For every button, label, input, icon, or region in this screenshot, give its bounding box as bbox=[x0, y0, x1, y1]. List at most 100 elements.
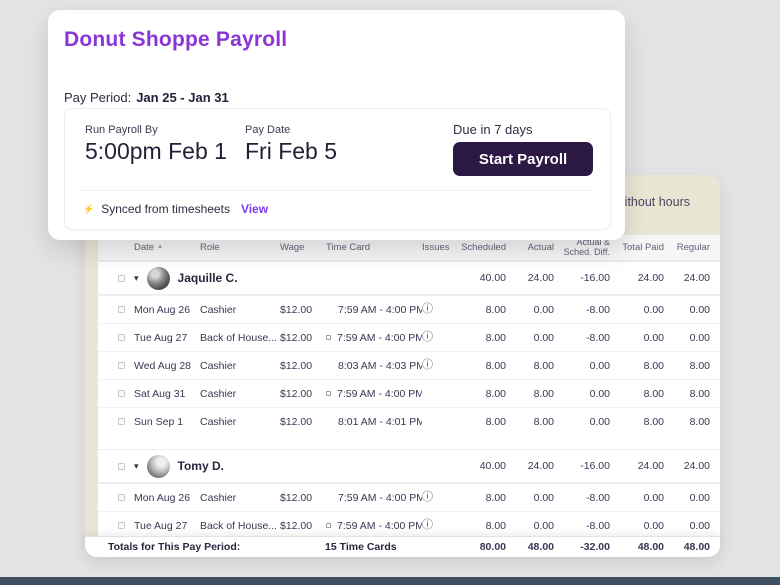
row-checkbox[interactable] bbox=[117, 334, 125, 341]
cell-wage: $12.00 bbox=[280, 387, 313, 400]
note-icon bbox=[326, 522, 331, 528]
summary-diff: -16.00 bbox=[580, 272, 610, 284]
totals-scheduled: 80.00 bbox=[479, 541, 506, 553]
cell-role: Cashier bbox=[200, 359, 237, 372]
col-header-wage[interactable]: Wage bbox=[280, 242, 305, 253]
cell-diff: 0.00 bbox=[589, 415, 610, 428]
cell-wage: $12.00 bbox=[280, 519, 313, 532]
employee-header[interactable]: ▾ Jaquille C. bbox=[134, 266, 454, 290]
row-checkbox[interactable] bbox=[117, 274, 125, 282]
cell-date: Sat Aug 31 bbox=[134, 387, 186, 400]
caret-down-icon[interactable]: ▾ bbox=[134, 272, 139, 283]
col-header-date[interactable]: Date ▲ bbox=[134, 242, 164, 253]
pay-period: Pay Period: Jan 25 - Jan 31 bbox=[64, 90, 229, 105]
summary-scheduled: 40.00 bbox=[479, 460, 506, 472]
note-icon bbox=[326, 334, 331, 340]
avatar bbox=[146, 266, 170, 290]
summary-diff: -16.00 bbox=[580, 460, 610, 472]
cell-scheduled: 8.00 bbox=[485, 415, 506, 428]
employee-header[interactable]: ▾ Tomy D. bbox=[134, 454, 454, 478]
col-header-time-card[interactable]: Time Card bbox=[326, 242, 370, 253]
table-row: Tue Aug 27 Back of House... $12.00 7:59 … bbox=[98, 323, 720, 351]
start-payroll-button[interactable]: Start Payroll bbox=[453, 142, 593, 176]
employee-group-row: ▾ Tomy D. 40.00 24.00 -16.00 24.00 24.00 bbox=[98, 449, 720, 483]
cell-regular: 0.00 bbox=[689, 331, 710, 344]
cell-wage: $12.00 bbox=[280, 331, 313, 344]
row-checkbox[interactable] bbox=[117, 494, 125, 501]
cell-diff: -8.00 bbox=[586, 491, 610, 504]
totals-time-cards: 15 Time Cards bbox=[325, 541, 397, 553]
cell-date: Mon Aug 26 bbox=[134, 491, 191, 504]
col-header-scheduled[interactable]: Scheduled bbox=[461, 242, 506, 253]
cell-diff: -8.00 bbox=[586, 331, 610, 344]
cell-actual: 8.00 bbox=[533, 387, 554, 400]
row-checkbox[interactable] bbox=[117, 306, 125, 313]
cell-scheduled: 8.00 bbox=[485, 491, 506, 504]
row-checkbox[interactable] bbox=[117, 390, 125, 397]
avatar bbox=[146, 454, 170, 478]
employee-group-row: ▾ Jaquille C. 40.00 24.00 -16.00 24.00 2… bbox=[98, 261, 720, 295]
cell-role: Cashier bbox=[200, 303, 237, 316]
payroll-card: Donut Shoppe Payroll Pay Period: Jan 25 -… bbox=[48, 10, 625, 240]
cell-wage: $12.00 bbox=[280, 359, 313, 372]
cell-regular: 8.00 bbox=[689, 359, 710, 372]
page-title: Donut Shoppe Payroll bbox=[64, 28, 288, 51]
table-row: Tue Aug 27 Back of House... $12.00 7:59 … bbox=[98, 511, 720, 539]
totals-row: Totals for This Pay Period: 15 Time Card… bbox=[85, 536, 720, 557]
table-row: Wed Aug 28 Cashier $12.00 8:03 AM - 4:03… bbox=[98, 351, 720, 379]
summary-total-paid: 24.00 bbox=[637, 460, 664, 472]
employee-name: Jaquille C. bbox=[177, 271, 238, 285]
col-header-regular[interactable]: Regular bbox=[676, 242, 710, 253]
view-link[interactable]: View bbox=[240, 202, 269, 216]
row-checkbox[interactable] bbox=[117, 362, 125, 369]
cell-wage: $12.00 bbox=[280, 415, 313, 428]
totals-label: Totals for This Pay Period: bbox=[108, 541, 241, 553]
cell-total-paid: 0.00 bbox=[643, 491, 664, 504]
caret-down-icon[interactable]: ▾ bbox=[134, 460, 139, 471]
cell-total-paid: 0.00 bbox=[643, 331, 664, 344]
cell-diff: -8.00 bbox=[586, 303, 610, 316]
col-header-diff[interactable]: Actual & Sched. Diff. bbox=[563, 236, 610, 257]
pay-date-label: Pay Date bbox=[245, 124, 291, 136]
info-icon[interactable]: ⓘ bbox=[422, 303, 433, 315]
cell-date: Mon Aug 26 bbox=[134, 303, 191, 316]
summary-regular: 24.00 bbox=[683, 460, 710, 472]
cell-diff: 0.00 bbox=[589, 359, 610, 372]
row-checkbox[interactable] bbox=[117, 418, 125, 425]
group-gap bbox=[98, 435, 720, 449]
cell-scheduled: 8.00 bbox=[485, 387, 506, 400]
info-icon[interactable]: ⓘ bbox=[422, 519, 433, 531]
cell-role: Back of House... bbox=[200, 331, 278, 344]
info-icon[interactable]: ⓘ bbox=[422, 359, 433, 371]
cell-date: Sun Sep 1 bbox=[134, 415, 184, 428]
col-header-actual[interactable]: Actual bbox=[527, 242, 554, 253]
divider bbox=[81, 190, 594, 191]
cell-actual: 0.00 bbox=[533, 331, 554, 344]
cell-role: Cashier bbox=[200, 387, 237, 400]
cell-scheduled: 8.00 bbox=[485, 303, 506, 316]
cell-actual: 0.00 bbox=[533, 519, 554, 532]
cell-regular: 8.00 bbox=[689, 415, 710, 428]
table-row: Sat Aug 31 Cashier $12.00 7:59 AM - 4:00… bbox=[98, 379, 720, 407]
cell-scheduled: 8.00 bbox=[485, 331, 506, 344]
col-header-issues[interactable]: Issues bbox=[422, 242, 450, 253]
col-header-total-paid[interactable]: Total Paid bbox=[622, 242, 664, 253]
cell-role: Back of House... bbox=[200, 519, 278, 532]
col-header-role[interactable]: Role bbox=[200, 242, 220, 253]
due-text: Due in 7 days bbox=[453, 122, 533, 137]
cell-total-paid: 8.00 bbox=[643, 387, 664, 400]
summary-actual: 24.00 bbox=[527, 272, 554, 284]
row-checkbox[interactable] bbox=[117, 522, 125, 529]
cell-regular: 0.00 bbox=[689, 303, 710, 316]
info-icon[interactable]: ⓘ bbox=[422, 331, 433, 343]
info-icon[interactable]: ⓘ bbox=[422, 491, 433, 503]
cell-scheduled: 8.00 bbox=[485, 519, 506, 532]
totals-actual: 48.00 bbox=[527, 541, 554, 553]
table-row: Sun Sep 1 Cashier $12.00 8:01 AM - 4:01 … bbox=[98, 407, 720, 435]
cell-time-card: 7:59 AM - 4:00 PM bbox=[326, 332, 422, 344]
cell-role: Cashier bbox=[200, 491, 237, 504]
table-row: Mon Aug 26 Cashier $12.00 7:59 AM - 4:00… bbox=[98, 483, 720, 511]
summary-actual: 24.00 bbox=[527, 460, 554, 472]
row-checkbox[interactable] bbox=[117, 462, 125, 470]
